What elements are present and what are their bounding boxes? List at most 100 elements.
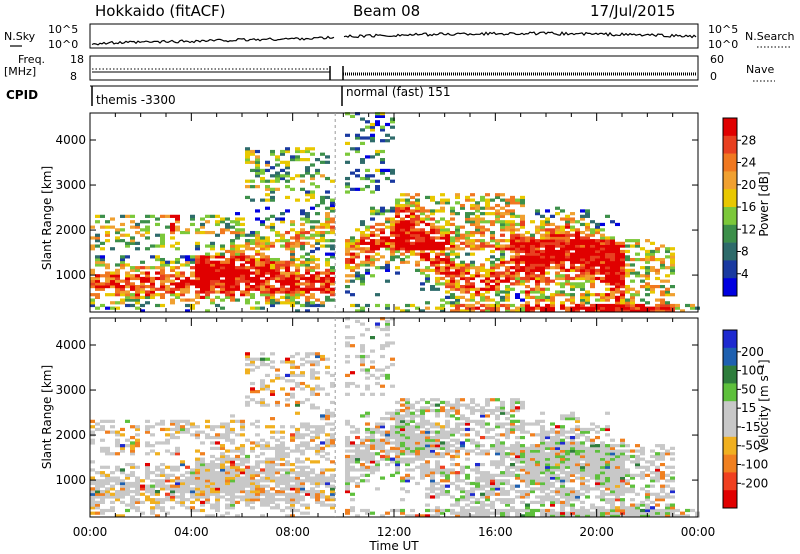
vel-cell [315, 498, 320, 502]
power-cell [540, 233, 545, 237]
power-cell [265, 263, 270, 267]
vel-cell [165, 427, 170, 432]
vel-cell [400, 452, 405, 456]
vel-cell [260, 460, 265, 464]
power-cell [270, 284, 275, 289]
power-cell [415, 203, 420, 208]
vel-cell [300, 487, 305, 491]
vel-cell [535, 465, 540, 469]
vel-cell [185, 484, 190, 488]
power-cell [525, 303, 530, 308]
power-cell [515, 244, 520, 248]
vel-cell [420, 471, 425, 475]
power-cell [585, 214, 590, 218]
power-cell [370, 133, 375, 137]
vel-cell [285, 460, 290, 464]
power-cell [330, 228, 335, 232]
vel-cell [575, 417, 580, 421]
power-cell [190, 255, 195, 259]
power-cell [430, 247, 435, 251]
vel-cell [580, 481, 585, 486]
vel-cell [175, 487, 180, 491]
vel-cell [250, 498, 255, 502]
power-cell [655, 306, 660, 310]
vel-cell [235, 487, 240, 491]
power-cell [490, 212, 495, 216]
vel-cell [525, 468, 530, 472]
power-cell [145, 295, 150, 299]
power-cell [500, 298, 505, 302]
power-cell [655, 309, 660, 313]
vel-cell [410, 430, 415, 434]
power-cell [270, 149, 275, 154]
vel-cell [115, 452, 120, 456]
vel-cell [210, 503, 215, 507]
vel-cell [530, 465, 535, 469]
vel-cell [130, 471, 135, 475]
vel-cell [510, 414, 515, 418]
power-cell [405, 193, 410, 197]
power-cell [265, 168, 270, 173]
power-cell [545, 228, 550, 232]
vel-cell [590, 454, 595, 459]
vel-cell [390, 449, 395, 453]
power-cell [465, 214, 470, 218]
power-cell [270, 244, 275, 248]
vel-cell [170, 422, 175, 426]
power-cell [530, 266, 535, 270]
vel-cell [565, 489, 570, 494]
vel-cell [110, 471, 115, 475]
power-cell [420, 244, 425, 248]
vel-cell [285, 471, 290, 475]
power-cell [495, 212, 500, 216]
power-cell [200, 225, 205, 229]
power-cell [485, 198, 490, 202]
vel-cell [230, 460, 235, 464]
vel-cell [310, 403, 315, 407]
power-cell [245, 160, 250, 164]
power-cell [145, 293, 150, 297]
vel-cell [445, 403, 450, 407]
vel-cell [100, 492, 105, 496]
cpid-segment-normal: normal (fast) 151 [346, 85, 450, 99]
vel-cell [125, 508, 130, 513]
power-cell [225, 271, 230, 275]
vel-cell [460, 465, 465, 469]
power-cell [460, 241, 465, 245]
vel-cell [255, 489, 260, 494]
velocity-ylabel: Slant Range [km] [40, 365, 54, 469]
power-cell [375, 120, 380, 124]
vel-cell [570, 514, 575, 518]
vel-cell [360, 473, 365, 477]
vel-cell [355, 430, 360, 434]
power-cell [525, 290, 530, 294]
vel-cell [485, 479, 490, 483]
power-cell [595, 303, 600, 308]
power-cell [315, 239, 320, 243]
power-cell [355, 136, 360, 140]
vel-cell [190, 500, 195, 504]
power-cell [590, 249, 595, 254]
vel-cell [165, 487, 170, 491]
power-cell [415, 230, 420, 235]
vel-cell [555, 454, 560, 459]
power-cell [670, 257, 675, 262]
vel-cell [220, 468, 225, 472]
power-cell [220, 306, 225, 310]
vel-cell [315, 406, 320, 410]
power-cell [540, 222, 545, 227]
vel-cell [220, 473, 225, 477]
power-cell [180, 255, 185, 259]
vel-cell [195, 492, 200, 496]
vel-cell [290, 500, 295, 504]
vel-cell [565, 492, 570, 496]
vel-cell [225, 473, 230, 477]
power-cell [200, 257, 205, 262]
power-cell [580, 263, 585, 267]
vel-cell [290, 363, 295, 367]
vel-cell [210, 427, 215, 432]
vel-cell [355, 449, 360, 453]
vel-cell [455, 500, 460, 504]
power-cell [145, 220, 150, 224]
vel-cell [325, 495, 330, 499]
